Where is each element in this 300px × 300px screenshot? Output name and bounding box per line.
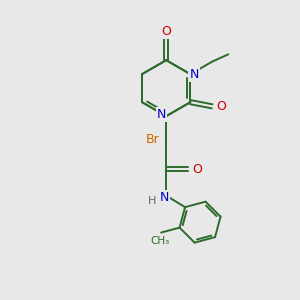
Text: O: O — [161, 25, 171, 38]
Text: Br: Br — [146, 133, 160, 146]
Text: CH₃: CH₃ — [150, 236, 169, 246]
Text: O: O — [192, 163, 202, 176]
Text: H: H — [148, 196, 157, 206]
Text: N: N — [157, 108, 167, 121]
Text: N: N — [160, 190, 169, 204]
Text: O: O — [216, 100, 226, 113]
Text: N: N — [189, 68, 199, 81]
